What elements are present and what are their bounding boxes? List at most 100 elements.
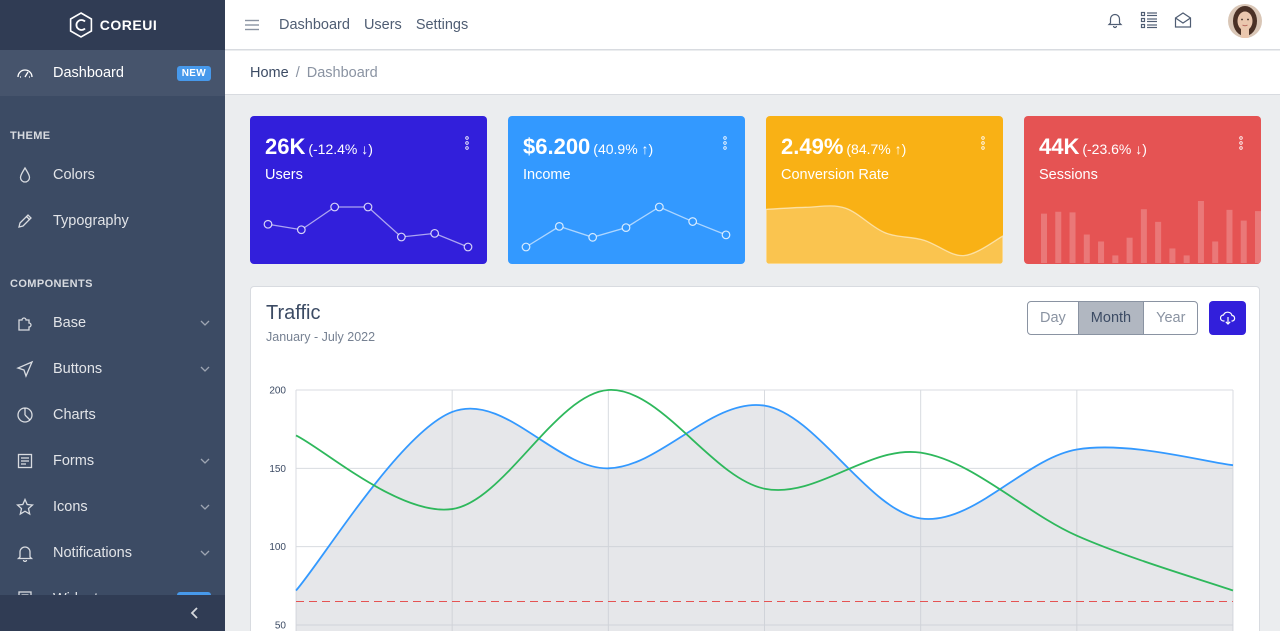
star-icon [16,498,34,516]
sidebar-item-label: Icons [53,499,88,515]
widget-bar [1055,211,1062,263]
widget-point [688,217,698,226]
breadcrumb-home[interactable]: Home [250,64,289,81]
sidebar-item-label: Typography [53,213,129,229]
series-line-0 [295,404,1234,592]
widget-point [588,232,598,242]
widget-bar [1126,237,1133,263]
sidebar-item-charts[interactable]: Charts [0,392,225,438]
header-link-users[interactable]: Users [363,16,402,33]
avatar[interactable] [1228,4,1262,38]
widget-point [296,225,306,235]
chevron-down-icon [199,363,211,375]
widget-point [396,232,406,242]
sidebar: COREUI Dashboard NEW THEME Colors Typogr… [0,0,225,631]
cursor-icon [16,360,34,378]
widget-bar [1255,211,1261,263]
menu-toggle-icon[interactable] [245,18,259,32]
brand[interactable]: COREUI [0,0,225,50]
widget-bar [1240,220,1247,263]
breadcrumb-separator: / [295,64,300,81]
header-link-dashboard[interactable]: Dashboard [279,16,350,33]
widget-sessions: 44K (-23.6% ↓) Sessions [1024,116,1261,264]
envelope-open-icon[interactable] [1174,11,1192,29]
widget-point [521,242,531,252]
chevron-down-icon [199,455,211,467]
widget-point [430,228,440,238]
month-button[interactable]: Month [1078,302,1145,334]
widget-bar [1069,212,1076,263]
widget-value: 2.49% (84.7% ↑) [781,134,907,159]
drop-icon [16,166,34,184]
widget-label: Income [523,167,571,183]
sidebar-item-base[interactable]: Base [0,300,225,346]
breadcrumb-current: Dashboard [306,64,378,81]
series-line-1 [295,389,1234,592]
coreui-logo-icon [69,12,92,38]
widget-chart [263,202,473,252]
widget-label: Sessions [1039,167,1098,183]
widget-label: Users [265,167,303,183]
widget-change: (-12.4% ↓) [308,141,373,157]
more-options-icon[interactable] [1239,136,1243,150]
nav-section-title: COMPONENTS [10,278,93,290]
widget-point [654,202,664,212]
sidebar-item-dashboard[interactable]: Dashboard NEW [0,50,225,96]
year-button[interactable]: Year [1156,310,1186,326]
download-button[interactable] [1209,301,1246,335]
widget-bar [1183,255,1190,263]
chart-pie-icon [16,406,34,424]
header-link-settings[interactable]: Settings [415,16,469,33]
more-options-icon[interactable] [465,136,469,150]
brand-name: COREUI [99,17,158,33]
widget-bar [1197,201,1204,263]
sidebar-item-icons[interactable]: Icons [0,484,225,530]
sidebar-minimize-button[interactable] [0,595,225,631]
notes-icon [16,452,34,470]
puzzle-icon [16,314,34,332]
sidebar-item-forms[interactable]: Forms [0,438,225,484]
widget-label: Conversion Rate [781,167,889,183]
widget-point [363,202,373,212]
list-rich-icon[interactable] [1140,11,1158,29]
sidebar-item-label: Notifications [53,545,132,561]
y-tick-label: 150 [269,464,286,475]
sidebar-item-colors[interactable]: Colors [0,152,225,198]
sidebar-item-typography[interactable]: Typography [0,198,225,244]
widget-bar [1098,241,1105,263]
widget-bar [1041,213,1047,263]
sidebar-item-buttons[interactable]: Buttons [0,346,225,392]
sidebar-item-label: Dashboard [53,65,124,81]
widget-chart [1041,201,1261,263]
widget-point [554,221,564,231]
widget-change: (84.7% ↑) [846,141,907,157]
widget-value: 26K (-12.4% ↓) [265,134,373,159]
nav-section-title: THEME [10,130,51,142]
widget-value: $6.200 (40.9% ↑) [523,134,654,159]
bell-icon[interactable] [1106,11,1124,29]
widget-conversion-rate: 2.49% (84.7% ↑) Conversion Rate [766,116,1003,264]
traffic-chart: 50 100 150 200 [269,386,1234,631]
sidebar-item-label: Buttons [53,361,103,377]
widget-point [463,242,473,252]
header-icons [1106,11,1192,29]
widget-chart [766,205,1003,264]
widget-change: (-23.6% ↓) [1082,141,1147,157]
sidebar-item-label: Forms [53,453,95,469]
widget-point [621,223,631,233]
widget-bar [1212,241,1219,263]
y-tick-label: 200 [269,386,286,397]
y-tick-label: 50 [275,621,287,631]
breadcrumb: Home / Dashboard [225,51,1280,95]
new-badge: NEW [176,65,211,81]
day-button[interactable]: Day [1028,302,1079,334]
more-options-icon[interactable] [981,136,985,150]
sidebar-item-label: Base [53,315,87,331]
period-button-group: Day Month Year [1027,301,1199,335]
sidebar-item-notifications[interactable]: Notifications [0,530,225,576]
header: Dashboard Users Settings [225,0,1280,50]
chevron-down-icon [199,501,211,513]
widget-area [766,205,1003,264]
widget-bar [1083,234,1090,263]
more-options-icon[interactable] [723,136,727,150]
